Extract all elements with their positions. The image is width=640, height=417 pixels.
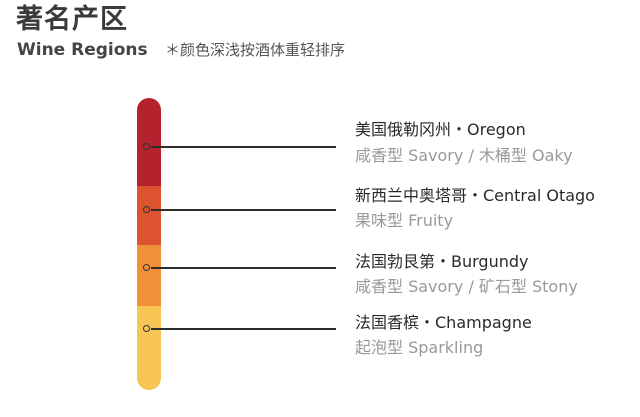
body-weight-scale-bar xyxy=(137,98,161,390)
region-style-oregon: 咸香型 Savory / 木桶型 Oaky xyxy=(355,146,573,165)
marker-dot-oregon xyxy=(143,143,150,150)
region-style-central-otago: 果味型 Fruity xyxy=(355,211,454,230)
connector-line-central-otago xyxy=(151,209,336,211)
connector-line-champagne xyxy=(151,328,336,330)
region-style-champagne: 起泡型 Sparkling xyxy=(355,338,484,357)
region-name-champagne: 法国香槟・Champagne xyxy=(355,313,532,332)
connector-line-oregon xyxy=(151,146,336,148)
marker-dot-central-otago xyxy=(143,206,150,213)
connector-line-burgundy xyxy=(151,267,336,269)
page-subtitle: Wine Regions xyxy=(17,40,148,60)
scale-segment-oregon xyxy=(137,98,161,186)
marker-dot-champagne xyxy=(143,325,150,332)
scale-segment-central-otago xyxy=(137,186,161,245)
region-name-burgundy: 法国勃艮第・Burgundy xyxy=(355,252,529,271)
region-style-burgundy: 咸香型 Savory / 矿石型 Stony xyxy=(355,277,578,296)
region-name-central-otago: 新西兰中奥塔哥・Central Otago xyxy=(355,186,595,205)
color-order-note: ＊颜色深浅按酒体重轻排序 xyxy=(165,41,346,59)
page-title: 著名产区 xyxy=(16,4,128,35)
region-name-oregon: 美国俄勒冈州・Oregon xyxy=(355,120,526,139)
scale-segment-champagne xyxy=(137,306,161,390)
marker-dot-burgundy xyxy=(143,264,150,271)
scale-segment-burgundy xyxy=(137,245,161,306)
